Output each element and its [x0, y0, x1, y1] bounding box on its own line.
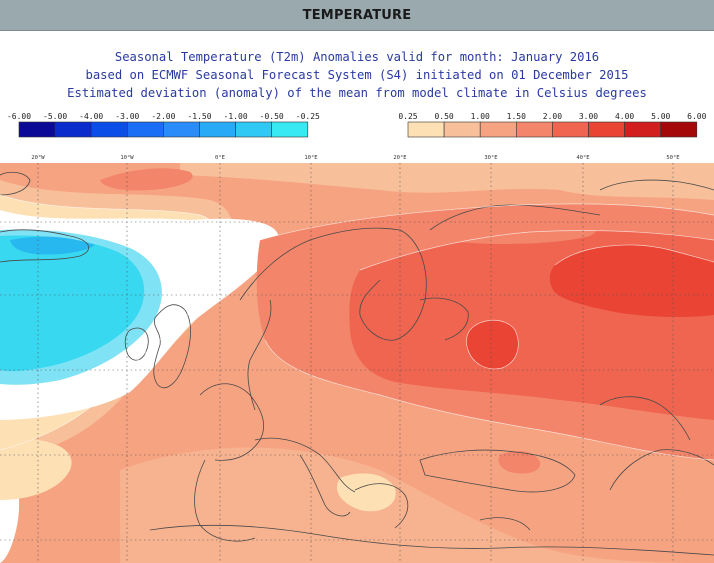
anomaly-field-1.5-to-2-arctic: [100, 168, 193, 191]
positive-legend-label: 2.00: [543, 112, 562, 121]
negative-anomaly-legend: -6.00 -5.00 -4.00 -3.00 -2.00 -1.50 -1.00 -0.50…: [7, 112, 320, 138]
positive-legend-label: 1.50: [507, 112, 526, 121]
map-title: Seasonal Temperature (T2m) Anomalies val…: [0, 48, 714, 102]
positive-legend-swatch: [660, 121, 698, 138]
anomaly-field-0.5-to-1-north: [180, 163, 714, 200]
positive-legend-swatch: [479, 121, 517, 138]
anomaly-field-0.5-to-1-mediterranean: [120, 447, 714, 563]
map-title-line-2: based on ECMWF Seasonal Forecast System …: [85, 68, 629, 82]
longitude-label: 30°E: [484, 155, 497, 161]
map-area: [0, 163, 714, 563]
anomaly-field-minus-0.5-to-minus-1: [0, 235, 145, 372]
positive-legend-label: 0.25: [398, 112, 417, 121]
positive-legend-label: 6.00: [687, 112, 706, 121]
negative-legend-swatch: [271, 121, 309, 138]
longitude-label: 10°E: [304, 155, 317, 161]
negative-legend-swatch: [90, 121, 128, 138]
longitude-labels: 20°W 10°W 0°E 10°E 20°E 30°E 40°E 50°E: [31, 155, 679, 161]
positive-legend-label: 5.00: [651, 112, 670, 121]
longitude-label: 20°W: [31, 155, 45, 161]
positive-legend-swatch: [588, 121, 625, 138]
positive-anomaly-legend: 0.25 0.50 1.00 1.50 2.00 3.00 4.00 5.00 6.00: [398, 112, 707, 138]
lat-lon-grid: [0, 163, 714, 563]
negative-legend-label: -4.00: [79, 112, 103, 121]
negative-legend-swatch: [163, 121, 200, 138]
anomaly-field-minus-1-east-greenland: [10, 236, 95, 255]
negative-legend-swatch: [18, 121, 56, 138]
positive-legend-label: 3.00: [579, 112, 598, 121]
map-title-line-1: Seasonal Temperature (T2m) Anomalies val…: [114, 50, 600, 64]
anomaly-field-0.25-to-0.5-balkans: [336, 473, 396, 512]
positive-legend-label: 4.00: [615, 112, 634, 121]
header-bar: TEMPERATURE: [0, 0, 714, 31]
negative-legend-swatch: [235, 121, 273, 138]
positive-legend-swatch: [624, 121, 661, 138]
map-title-line-3: Estimated deviation (anomaly) of the mea…: [67, 86, 647, 100]
negative-legend-label: -1.00: [224, 112, 248, 121]
negative-legend-label: -1.50: [187, 112, 211, 121]
header-title: TEMPERATURE: [302, 7, 412, 23]
longitude-label: 40°E: [576, 155, 589, 161]
negative-legend-swatch: [199, 121, 236, 138]
negative-legend-label: -6.00: [7, 112, 31, 121]
negative-legend-label: -3.00: [115, 112, 139, 121]
negative-legend-label: -5.00: [43, 112, 67, 121]
negative-legend-label: -0.50: [260, 112, 284, 121]
negative-legend-swatch: [54, 121, 92, 138]
negative-legend-label: -2.00: [151, 112, 175, 121]
longitude-label: 10°W: [120, 155, 134, 161]
positive-legend-swatch: [407, 121, 445, 138]
positive-legend-swatch: [552, 121, 589, 138]
anomaly-field-1.5-to-2-north-russia: [436, 210, 599, 244]
anomaly-field-0.25-to-0.5-southwest: [0, 438, 72, 500]
negative-legend-label: -0.25: [296, 112, 320, 121]
longitude-label: 50°E: [666, 155, 679, 161]
anomaly-field-1.5-to-2-black-sea: [498, 450, 541, 474]
negative-legend-swatch: [127, 121, 164, 138]
positive-legend-swatch: [443, 121, 481, 138]
positive-legend-label: 1.00: [471, 112, 490, 121]
coastlines: [0, 171, 714, 556]
positive-legend-label: 0.50: [434, 112, 453, 121]
longitude-label: 0°E: [215, 155, 225, 161]
positive-legend-swatch: [515, 121, 553, 138]
longitude-label: 20°E: [393, 155, 406, 161]
anomaly-field-3-to-4-russia-west: [466, 320, 519, 369]
